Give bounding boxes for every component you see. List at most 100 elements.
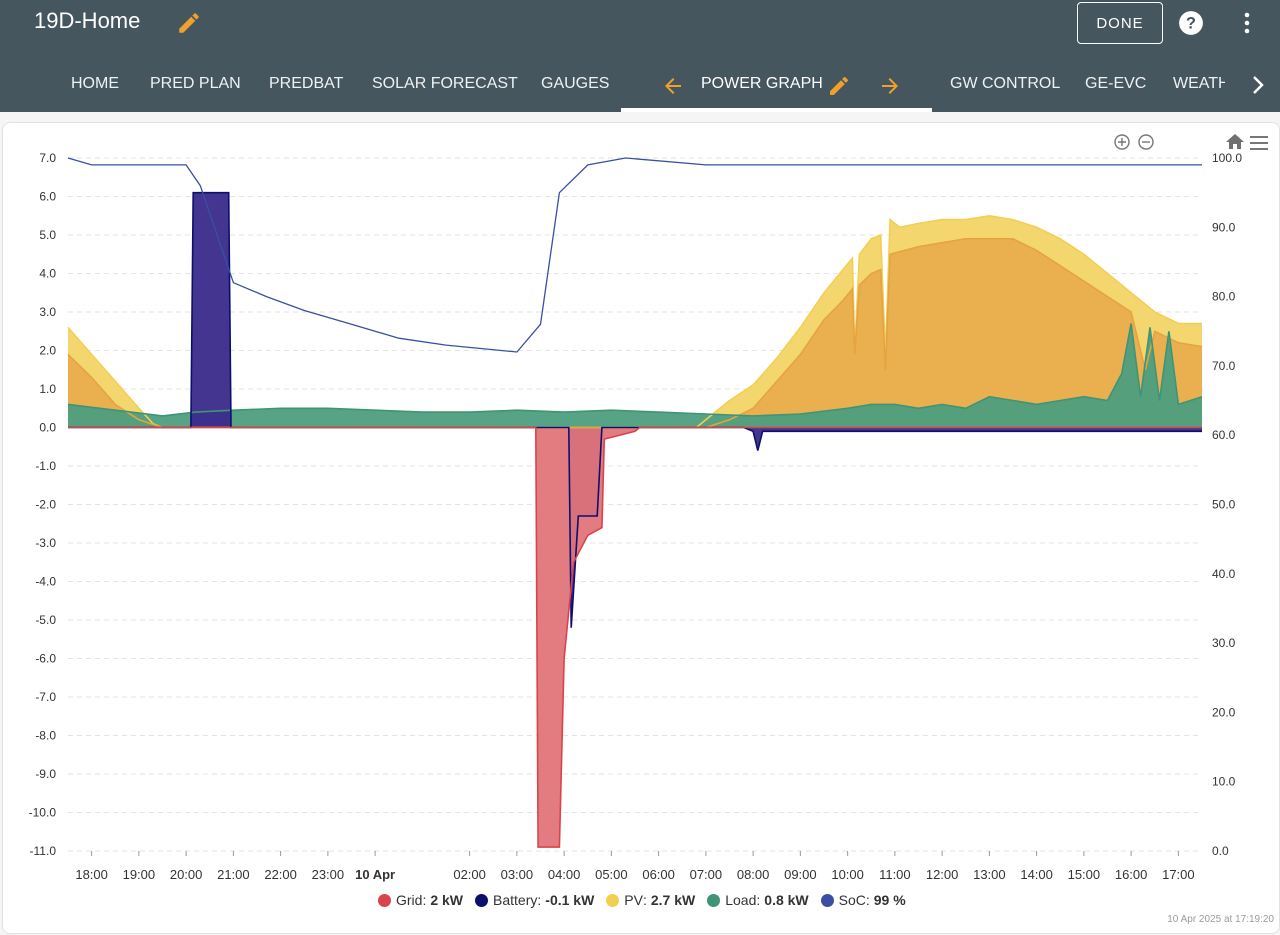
pencil-icon[interactable] xyxy=(176,10,202,36)
svg-text:?: ? xyxy=(1186,14,1196,32)
y2-tick-label: 0.0 xyxy=(1212,844,1229,858)
legend-dot-soc xyxy=(820,893,834,907)
chevron-right-icon[interactable] xyxy=(1248,74,1268,96)
series-area-grid xyxy=(68,427,1202,848)
x-tick-label: 18:00 xyxy=(75,867,108,882)
x-tick-label: 23:00 xyxy=(312,867,345,882)
tab-solar-forecast[interactable]: SOLAR FORECAST xyxy=(372,75,518,92)
x-tick-label: 07:00 xyxy=(690,867,723,882)
legend-value: 2 kW xyxy=(430,892,464,908)
view-tabs: HOME PRED PLAN PREDBAT SOLAR FORECAST GA… xyxy=(0,60,1280,112)
legend-dot-grid xyxy=(378,893,391,907)
x-tick-label: 14:00 xyxy=(1020,867,1053,882)
x-tick-label: 10:00 xyxy=(831,867,864,882)
zoom-out-icon[interactable] xyxy=(1138,134,1154,150)
chart-series-lines xyxy=(67,157,1203,848)
tab-predbat[interactable]: PREDBAT xyxy=(269,75,344,92)
y-tick-label: 3.0 xyxy=(39,305,56,319)
y-tick-label: 5.0 xyxy=(39,228,56,242)
y2-tick-label: 20.0 xyxy=(1212,705,1236,719)
legend-value: 99 % xyxy=(873,892,906,908)
y2-tick-label: 40.0 xyxy=(1212,567,1236,581)
legend-label: PV xyxy=(624,892,643,908)
y-tick-label: 6.0 xyxy=(39,190,56,204)
x-tick-label: 04:00 xyxy=(548,867,581,882)
legend-label: Grid xyxy=(396,892,423,908)
tab-power-graph[interactable]: POWER GRAPH xyxy=(701,75,823,92)
y-tick-label: 4.0 xyxy=(39,267,56,281)
x-tick-label: 02:00 xyxy=(453,867,486,882)
reset-zoom-home-icon[interactable] xyxy=(1226,134,1244,149)
edit-tab-pencil-icon[interactable] xyxy=(827,74,851,98)
x-tick-label: 16:00 xyxy=(1115,867,1148,882)
x-tick-label: 13:00 xyxy=(973,867,1006,882)
tab-ge-evc[interactable]: GE-EVC xyxy=(1085,75,1147,92)
legend-value: -0.1 kW xyxy=(545,892,595,908)
tab-gw-control[interactable]: GW CONTROL xyxy=(950,75,1061,92)
series-line-grid xyxy=(68,426,1202,848)
tab-weather[interactable]: WEATH xyxy=(1173,75,1225,92)
x-tick-label: 20:00 xyxy=(170,867,203,882)
series-area-load xyxy=(68,323,1202,428)
y-tick-label: -6.0 xyxy=(35,652,56,666)
x-tick-label: 03:00 xyxy=(501,867,534,882)
help-circle-icon[interactable]: ? xyxy=(1178,10,1204,36)
active-tab-indicator xyxy=(621,108,932,112)
tab-gauges[interactable]: GAUGES xyxy=(541,75,610,92)
y-tick-label: -9.0 xyxy=(35,767,56,781)
done-button[interactable]: DONE xyxy=(1077,2,1163,44)
chart-legend: Grid:2 kW Battery: -0.1 kW PV:2.7 kW Load… xyxy=(378,889,918,911)
chart-series-areas xyxy=(68,192,1202,848)
legend-label: SoC xyxy=(838,892,866,908)
y2-tick-label: 100.0 xyxy=(1212,151,1242,165)
x-tick-label: 10 Apr xyxy=(355,867,395,882)
legend-item-pv[interactable]: PV:2.7 kW xyxy=(606,892,695,908)
x-tick-label: 19:00 xyxy=(123,867,156,882)
app-header: 19D-Home DONE ? HOME PRED PLAN PREDBAT S… xyxy=(0,0,1280,112)
y-tick-label: -1.0 xyxy=(35,459,56,473)
y2-tick-label: 50.0 xyxy=(1212,498,1236,512)
dashboard-title: 19D-Home xyxy=(34,8,141,33)
move-tab-left-icon[interactable] xyxy=(661,74,685,98)
legend-value: 0.8 kW xyxy=(764,892,809,908)
tab-home[interactable]: HOME xyxy=(71,75,119,92)
y-tick-label: -7.0 xyxy=(35,690,56,704)
series-line-estimate xyxy=(67,238,1203,429)
x-tick-label: 15:00 xyxy=(1068,867,1101,882)
y-tick-label: 1.0 xyxy=(39,382,56,396)
more-vertical-icon[interactable] xyxy=(1236,10,1258,36)
legend-item-soc[interactable]: SoC:99 % xyxy=(820,892,906,908)
y-tick-label: -3.0 xyxy=(35,536,56,550)
x-tick-label: 11:00 xyxy=(879,867,911,882)
x-tick-label: 12:00 xyxy=(926,867,959,882)
tab-pred-plan[interactable]: PRED PLAN xyxy=(150,75,241,92)
y-tick-label: -4.0 xyxy=(35,575,56,589)
legend-item-load[interactable]: Load:0.8 kW xyxy=(707,892,809,908)
legend-dot-battery xyxy=(475,893,489,907)
y-tick-label: -10.0 xyxy=(29,806,57,820)
zoom-in-icon[interactable] xyxy=(1114,134,1130,150)
y2-tick-label: 90.0 xyxy=(1212,220,1236,234)
x-tick-label: 09:00 xyxy=(784,867,817,882)
legend-item-battery[interactable]: Battery: -0.1 kW xyxy=(475,892,594,908)
series-line-soc xyxy=(67,157,1202,353)
legend-dot-load xyxy=(707,893,721,907)
legend-label: Battery xyxy=(493,892,538,908)
x-tick-label: 21:00 xyxy=(217,867,250,882)
y-tick-label: -2.0 xyxy=(35,498,56,512)
menu-icon[interactable] xyxy=(1250,136,1268,150)
y2-tick-label: 60.0 xyxy=(1212,428,1236,442)
y-tick-label: 0.0 xyxy=(39,421,56,435)
x-tick-label: 17:00 xyxy=(1162,867,1195,882)
last-updated-timestamp: 10 Apr 2025 at 17:19:20 xyxy=(1167,914,1274,925)
y-tick-label: -8.0 xyxy=(35,729,56,743)
legend-value: 2.7 kW xyxy=(650,892,696,908)
series-line-battery xyxy=(68,191,1202,628)
y-tick-label: 2.0 xyxy=(39,344,56,358)
legend-dot-pv xyxy=(606,893,620,907)
legend-item-grid[interactable]: Grid:2 kW xyxy=(378,892,463,908)
series-line-load xyxy=(67,323,1203,417)
x-tick-label: 05:00 xyxy=(595,867,628,882)
move-tab-right-icon[interactable] xyxy=(878,74,902,98)
